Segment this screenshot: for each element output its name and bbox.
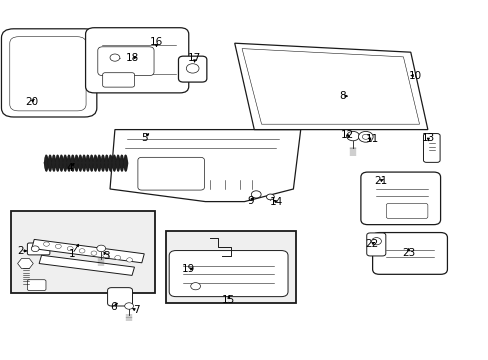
Text: 2: 2 <box>17 246 24 256</box>
FancyBboxPatch shape <box>281 89 305 102</box>
Text: 7: 7 <box>132 305 139 315</box>
Circle shape <box>266 194 274 200</box>
Circle shape <box>124 303 133 309</box>
Circle shape <box>102 253 108 257</box>
Circle shape <box>346 131 359 141</box>
Polygon shape <box>110 130 300 202</box>
Text: 21: 21 <box>373 176 386 186</box>
FancyBboxPatch shape <box>98 47 154 76</box>
Circle shape <box>362 134 368 139</box>
Text: 16: 16 <box>149 37 163 48</box>
Text: 5: 5 <box>141 132 147 143</box>
FancyBboxPatch shape <box>27 243 50 255</box>
Circle shape <box>110 54 120 61</box>
FancyBboxPatch shape <box>138 157 204 190</box>
Text: 19: 19 <box>182 264 195 274</box>
Text: 15: 15 <box>222 294 235 305</box>
FancyBboxPatch shape <box>1 29 97 117</box>
FancyBboxPatch shape <box>347 88 373 104</box>
Text: 12: 12 <box>340 130 353 140</box>
Circle shape <box>115 256 121 260</box>
Polygon shape <box>32 239 144 263</box>
Circle shape <box>79 249 85 253</box>
Text: 22: 22 <box>364 239 378 249</box>
FancyBboxPatch shape <box>366 233 385 256</box>
Polygon shape <box>242 49 419 124</box>
Bar <box>166 231 295 303</box>
Circle shape <box>251 191 261 198</box>
FancyBboxPatch shape <box>27 280 46 291</box>
Circle shape <box>31 246 39 252</box>
FancyBboxPatch shape <box>169 251 287 297</box>
FancyBboxPatch shape <box>10 37 86 111</box>
Text: 9: 9 <box>246 195 253 206</box>
Text: 10: 10 <box>408 71 421 81</box>
FancyBboxPatch shape <box>261 101 293 117</box>
Text: 11: 11 <box>365 134 379 144</box>
Circle shape <box>97 245 105 252</box>
Circle shape <box>67 247 73 251</box>
Circle shape <box>371 238 381 245</box>
Text: 4: 4 <box>66 163 73 173</box>
FancyBboxPatch shape <box>360 172 440 225</box>
Text: 18: 18 <box>125 53 139 63</box>
Polygon shape <box>18 258 33 269</box>
Text: 3: 3 <box>103 251 110 261</box>
Circle shape <box>55 244 61 248</box>
FancyBboxPatch shape <box>102 73 134 87</box>
Circle shape <box>358 131 372 142</box>
Polygon shape <box>234 43 427 130</box>
FancyBboxPatch shape <box>423 134 439 162</box>
Circle shape <box>186 64 199 73</box>
Text: 23: 23 <box>401 248 415 258</box>
Text: 20: 20 <box>25 96 38 107</box>
Bar <box>11 211 155 293</box>
FancyBboxPatch shape <box>85 28 188 93</box>
Circle shape <box>126 258 132 262</box>
Circle shape <box>43 242 49 246</box>
Text: 13: 13 <box>421 132 434 143</box>
Text: 17: 17 <box>187 53 201 63</box>
FancyBboxPatch shape <box>369 110 392 122</box>
Text: 1: 1 <box>69 249 76 259</box>
Polygon shape <box>39 255 134 275</box>
Text: 6: 6 <box>110 302 117 312</box>
FancyBboxPatch shape <box>372 233 447 274</box>
Text: 8: 8 <box>338 91 345 101</box>
Text: 14: 14 <box>269 197 283 207</box>
FancyBboxPatch shape <box>386 203 427 219</box>
Circle shape <box>190 283 200 290</box>
Circle shape <box>91 251 97 255</box>
FancyBboxPatch shape <box>178 56 206 82</box>
FancyBboxPatch shape <box>107 288 132 306</box>
